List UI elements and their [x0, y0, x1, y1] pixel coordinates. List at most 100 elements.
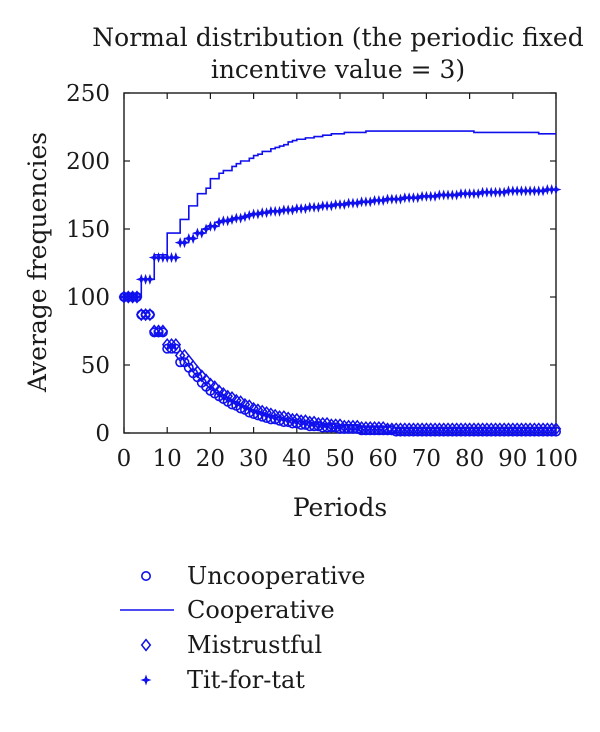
point-mistrustful	[174, 348, 186, 363]
point-mistrustful	[494, 422, 506, 436]
chart-title: Normal distribution (the periodic fixed …	[92, 23, 583, 84]
point-mistrustful	[468, 422, 480, 436]
point-mistrustful	[537, 422, 549, 436]
x-tick-label: 50	[325, 446, 354, 472]
point-mistrustful	[421, 422, 432, 436]
x-tick-label: 90	[498, 446, 527, 472]
point-mistrustful	[304, 415, 316, 429]
y-tick-label: 50	[81, 353, 110, 379]
series-mistrustful	[118, 290, 562, 436]
point-tit-for-tat	[209, 220, 221, 232]
x-tick-labels: 0 10 20 30 40 50 60 70 80 90 100	[117, 446, 578, 472]
x-axis-label: Periods	[293, 493, 387, 522]
point-mistrustful	[399, 422, 411, 436]
point-mistrustful	[157, 324, 169, 338]
point-mistrustful	[295, 414, 307, 428]
point-tit-for-tat	[550, 184, 562, 196]
point-uncooperative	[546, 426, 557, 437]
chart-title-line-1: Normal distribution (the periodic fixed	[92, 23, 583, 52]
point-mistrustful	[408, 422, 419, 436]
point-tit-for-tat	[196, 227, 208, 239]
point-mistrustful	[472, 422, 484, 436]
point-mistrustful	[144, 308, 156, 322]
point-tit-for-tat	[144, 273, 156, 285]
point-mistrustful	[274, 410, 285, 424]
point-mistrustful	[455, 422, 467, 436]
y-axis-label: Average frequencies	[23, 132, 52, 393]
legend-label-cooperative: Cooperative	[187, 596, 335, 624]
y-tick-label: 100	[66, 285, 110, 311]
x-tick-label: 40	[282, 446, 311, 472]
legend-label-uncooperative: Uncooperative	[187, 562, 365, 590]
point-mistrustful	[369, 420, 380, 435]
x-tick-label: 10	[153, 446, 182, 472]
point-mistrustful	[343, 419, 354, 433]
point-tit-for-tat	[131, 291, 143, 303]
point-mistrustful	[438, 422, 449, 436]
point-mistrustful	[459, 422, 471, 436]
point-mistrustful	[153, 324, 164, 338]
point-mistrustful	[507, 422, 519, 436]
point-mistrustful	[451, 422, 462, 436]
legend: Uncooperative Cooperative Mistrustful Tit-f…	[120, 562, 365, 694]
point-mistrustful	[442, 422, 454, 436]
point-mistrustful	[447, 422, 458, 436]
point-mistrustful	[520, 422, 532, 436]
point-tit-for-tat	[170, 252, 182, 264]
point-mistrustful	[170, 337, 182, 352]
y-tick-labels: 0 50 100 150 200 250	[66, 81, 110, 447]
point-mistrustful	[524, 422, 536, 436]
point-mistrustful	[542, 422, 553, 436]
point-mistrustful	[481, 422, 493, 436]
point-mistrustful	[416, 422, 428, 436]
point-mistrustful	[356, 420, 367, 435]
x-tick-label: 100	[534, 446, 578, 472]
x-tick-label: 80	[455, 446, 484, 472]
legend-item-uncooperative: Uncooperative	[141, 562, 365, 590]
point-mistrustful	[317, 416, 329, 431]
point-mistrustful	[330, 418, 341, 432]
series-layer	[118, 130, 562, 437]
series-cooperative	[124, 130, 556, 298]
y-tick-label: 150	[66, 217, 110, 243]
chart-title-line-2: incentive value = 3)	[211, 55, 465, 84]
legend-item-cooperative: Cooperative	[120, 596, 335, 624]
point-mistrustful	[477, 422, 488, 436]
point-mistrustful	[395, 422, 406, 436]
point-mistrustful	[313, 416, 324, 431]
legend-marker-uncooperative	[141, 570, 152, 581]
point-mistrustful	[209, 380, 221, 394]
point-mistrustful	[529, 422, 540, 436]
point-mistrustful	[339, 419, 350, 433]
y-tick-label: 200	[66, 149, 110, 175]
series-tit-for-tat	[118, 184, 562, 303]
point-mistrustful	[382, 422, 393, 436]
point-mistrustful	[498, 422, 510, 436]
point-uncooperative	[550, 426, 561, 437]
plot-area-frame	[123, 92, 557, 434]
legend-marker-tit-for-tat	[140, 674, 152, 686]
point-tit-for-tat	[200, 223, 212, 235]
point-mistrustful	[287, 412, 298, 427]
point-mistrustful	[550, 422, 562, 436]
legend-label-mistrustful: Mistrustful	[187, 631, 322, 659]
point-mistrustful	[390, 422, 402, 436]
x-tick-label: 30	[239, 446, 268, 472]
point-mistrustful	[140, 308, 151, 322]
point-mistrustful	[166, 337, 177, 352]
point-mistrustful	[516, 422, 527, 436]
point-mistrustful	[347, 419, 359, 433]
x-tick-label: 0	[117, 446, 132, 472]
point-mistrustful	[200, 373, 212, 387]
x-tick-label: 70	[412, 446, 441, 472]
point-uncooperative	[175, 357, 186, 368]
point-mistrustful	[503, 422, 514, 436]
axis-ticks	[123, 92, 557, 434]
point-mistrustful	[148, 324, 160, 338]
point-mistrustful	[434, 422, 445, 436]
point-mistrustful	[464, 422, 475, 436]
point-mistrustful	[533, 422, 545, 436]
point-mistrustful	[425, 422, 437, 436]
x-tick-label: 20	[196, 446, 225, 472]
